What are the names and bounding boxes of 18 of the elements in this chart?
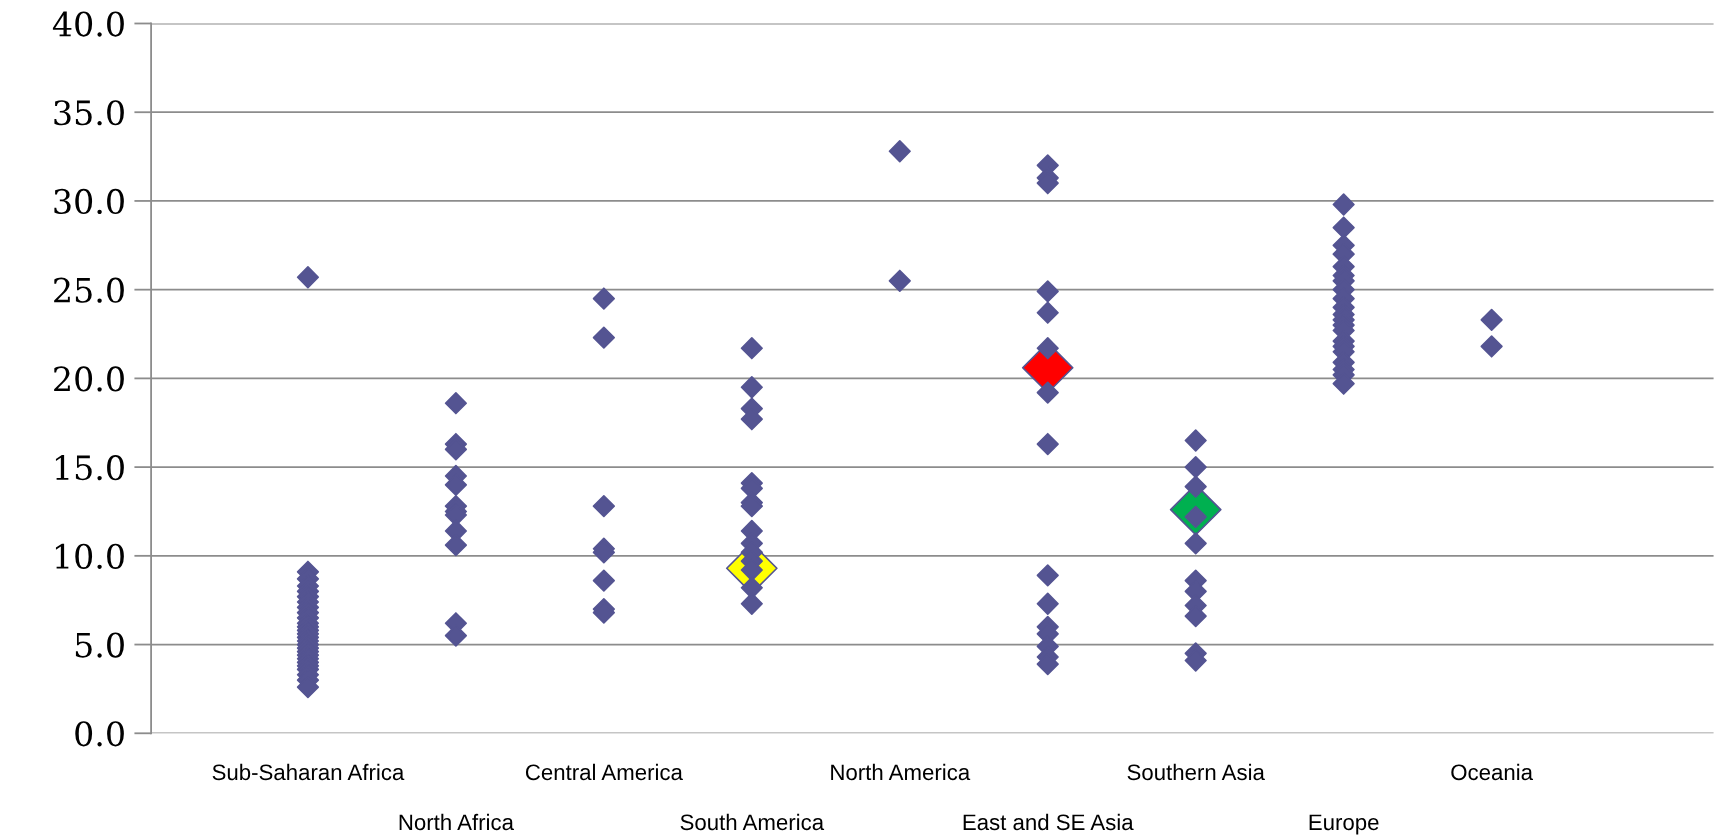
y-tick-label: 15.0 (55, 455, 124, 481)
x-tick-label: North Africa (399, 813, 514, 831)
x-tick-label: Central America (525, 763, 683, 781)
x-tick-label: North America (831, 763, 971, 781)
y-tick-label: 5.0 (75, 632, 124, 658)
x-tick-label: Southern Asia (1127, 763, 1265, 781)
x-tick-label: Sub-Saharan Africa (212, 763, 405, 781)
y-tick-label: 10.0 (55, 543, 124, 569)
y-tick-label: 40.0 (52, 11, 124, 37)
y-tick-label: 25.0 (54, 277, 124, 303)
x-tick-label: Oceania (1451, 763, 1534, 781)
x-tick-label: South America (680, 813, 825, 831)
y-tick-label: 20.0 (54, 366, 124, 392)
x-tick-label: Europe (1309, 814, 1379, 835)
x-tick-label: East and SE Asia (963, 813, 1134, 831)
y-tick-label: 0.0 (75, 721, 124, 747)
y-tick-label: 30.0 (54, 188, 124, 215)
y-tick-label: 35.0 (54, 100, 124, 126)
